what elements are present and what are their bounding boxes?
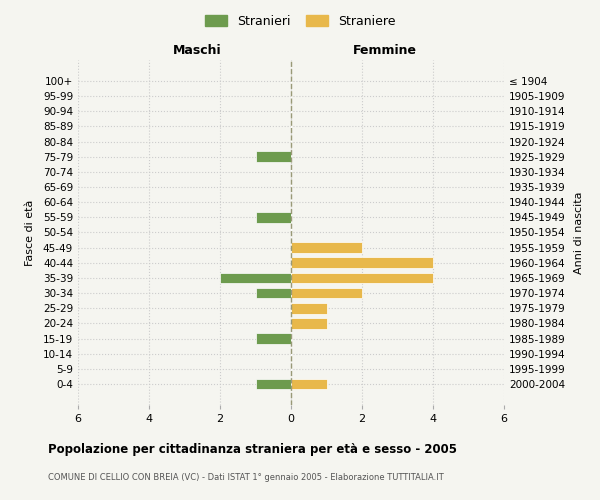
Bar (291, 318, 326, 328)
Y-axis label: Anni di nascita: Anni di nascita (575, 191, 584, 274)
Bar (291, 288, 362, 298)
Bar (256, 334, 291, 344)
Bar (256, 288, 291, 298)
Bar (256, 152, 291, 162)
Legend: Stranieri, Straniere: Stranieri, Straniere (201, 11, 399, 32)
Text: Popolazione per cittadinanza straniera per età e sesso - 2005: Popolazione per cittadinanza straniera p… (48, 442, 457, 456)
Bar (256, 378, 291, 390)
Text: COMUNE DI CELLIO CON BREIA (VC) - Dati ISTAT 1° gennaio 2005 - Elaborazione TUTT: COMUNE DI CELLIO CON BREIA (VC) - Dati I… (48, 472, 444, 482)
Bar (291, 378, 326, 390)
Bar (291, 242, 362, 253)
Bar (220, 272, 291, 283)
Bar (291, 272, 433, 283)
Y-axis label: Fasce di età: Fasce di età (25, 200, 35, 266)
Bar (291, 303, 326, 314)
Text: Maschi: Maschi (173, 44, 221, 57)
Text: Femmine: Femmine (353, 44, 417, 57)
Bar (256, 212, 291, 222)
Bar (291, 258, 433, 268)
